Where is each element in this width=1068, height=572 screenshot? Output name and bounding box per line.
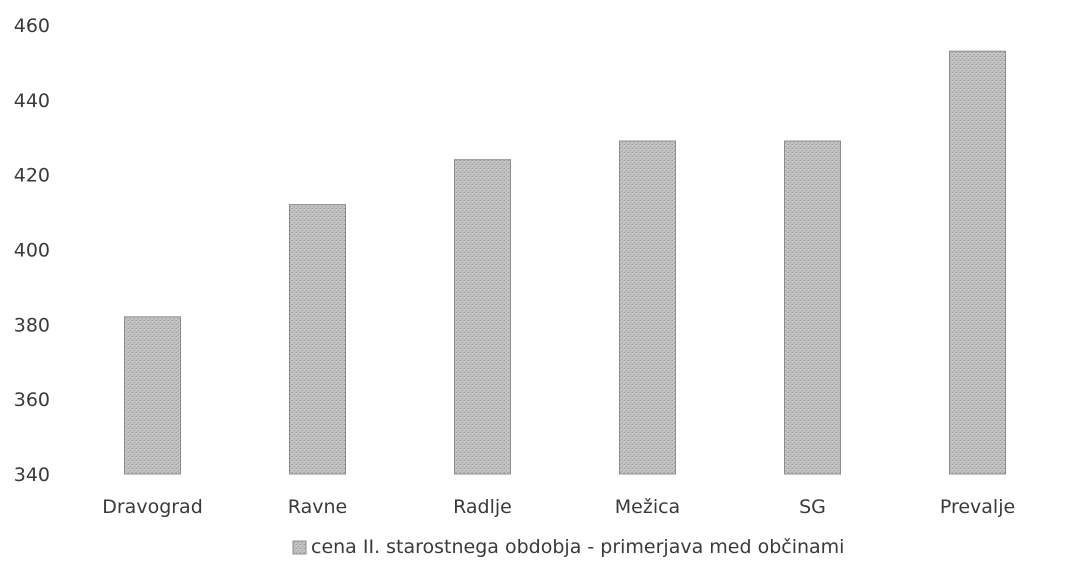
y-tick-label: 440 <box>14 90 50 112</box>
y-axis-tick-labels: 340 360 380 400 420 440 460 <box>14 15 50 486</box>
bar-prevalje <box>949 50 1006 475</box>
y-tick-label: 400 <box>14 240 50 262</box>
bars <box>124 50 1006 475</box>
legend: cena II. starostnega obdobja - primerjav… <box>292 536 844 558</box>
x-category-label: Radlje <box>453 496 512 518</box>
x-category-label: Mežica <box>615 496 680 518</box>
x-category-label: Prevalje <box>940 496 1015 518</box>
y-tick-label: 380 <box>14 314 50 336</box>
x-category-label: Ravne <box>288 496 347 518</box>
x-axis-category-labels: Dravograd Ravne Radlje Mežica SG Prevalje <box>102 496 1015 518</box>
y-tick-label: 340 <box>14 464 50 486</box>
bar-me-ica <box>619 140 676 475</box>
legend-swatch <box>292 540 307 555</box>
bar-ravne <box>289 204 346 475</box>
bar-dravograd <box>124 316 181 475</box>
bar-radlje <box>454 159 511 475</box>
legend-label: cena II. starostnega obdobja - primerjav… <box>311 536 844 558</box>
x-category-label: Dravograd <box>102 496 203 518</box>
bar-sg <box>784 140 841 475</box>
y-tick-label: 420 <box>14 165 50 187</box>
y-tick-label: 360 <box>14 389 50 411</box>
x-category-label: SG <box>799 496 826 518</box>
y-tick-label: 460 <box>14 15 50 37</box>
